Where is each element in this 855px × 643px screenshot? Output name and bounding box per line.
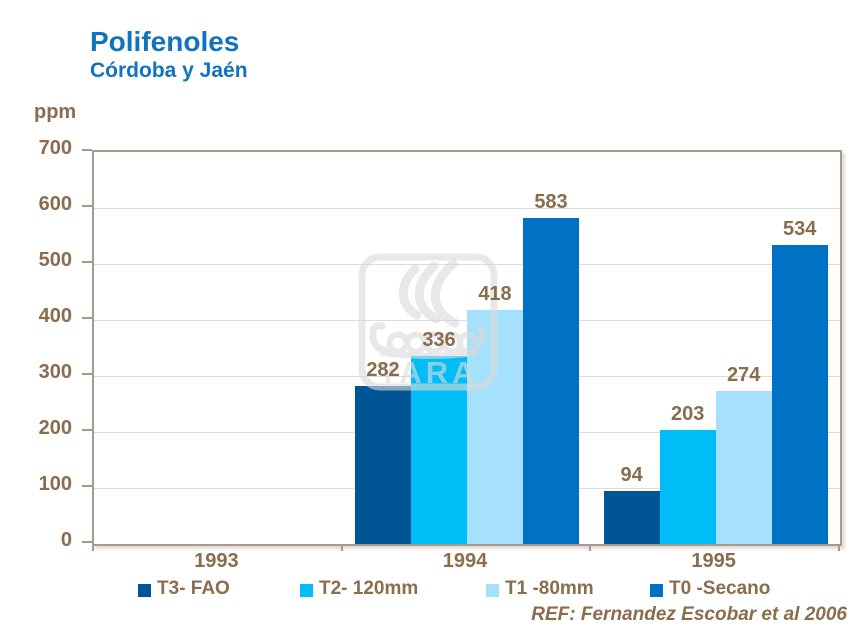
y-tick-mark: [82, 261, 92, 263]
x-tick-mark: [589, 544, 591, 551]
bar-1995-T2120mm: [659, 430, 716, 544]
reference-citation: REF: Fernandez Escobar et al 2006: [531, 604, 847, 625]
y-tick-mark: [82, 429, 92, 431]
legend-swatch: [486, 583, 499, 597]
bar-value-label: 418: [478, 282, 512, 305]
x-tick-label: 1995: [691, 550, 736, 572]
y-tick-label: 700: [38, 137, 72, 159]
x-tick-label: 1993: [194, 550, 239, 572]
bar-1995-T0Secano: [771, 244, 828, 544]
y-tick-mark: [82, 541, 92, 543]
x-tick-mark: [341, 544, 343, 551]
bar-1995-T3FAO: [603, 491, 660, 544]
legend-item-T0Secano: T0 -Secano: [650, 578, 770, 600]
legend-label: T0 -Secano: [669, 578, 771, 599]
legend-item-T2120mm: T2- 120mm: [300, 578, 418, 600]
legend-swatch: [650, 583, 663, 597]
bar-1994-T0Secano: [523, 217, 579, 544]
bar-value-label: 94: [620, 464, 643, 487]
x-tick-mark: [92, 544, 94, 551]
y-tick-mark: [82, 373, 92, 375]
y-tick-mark: [82, 317, 92, 319]
bar-value-label: 274: [726, 363, 761, 386]
bar-1995-T180mm: [715, 390, 772, 544]
y-tick-label: 500: [38, 249, 72, 271]
y-tick-label: 300: [38, 361, 72, 383]
y-axis-unit-label: ppm: [34, 101, 77, 123]
gridline: [94, 208, 840, 209]
bar-1994-T2120mm: [411, 355, 467, 544]
bar-1994-T3FAO: [355, 386, 411, 544]
legend-swatch: [300, 583, 313, 597]
x-tick-mark: [838, 544, 840, 551]
legend-swatch: [138, 583, 151, 597]
bar-value-label: 336: [422, 328, 456, 351]
y-tick-mark: [82, 485, 92, 487]
legend-label: T1 -80mm: [505, 578, 594, 599]
x-tick-label: 1994: [442, 550, 488, 572]
legend-item-T3FAO: T3- FAO: [138, 578, 230, 600]
legend-item-T180mm: T1 -80mm: [486, 578, 594, 600]
legend-label: T3- FAO: [157, 578, 230, 599]
bar-value-label: 282: [366, 359, 400, 382]
y-tick-label: 600: [38, 193, 72, 215]
y-tick-label: 0: [60, 529, 72, 551]
gridline: [94, 264, 840, 265]
y-tick-label: 200: [38, 417, 72, 439]
chart-title: Polifenoles: [90, 26, 240, 57]
plot-area: YARA 282 336 418 583 94 203 274 534: [92, 150, 842, 546]
y-tick-label: 100: [38, 473, 72, 495]
bar-value-label: 534: [782, 217, 817, 240]
y-tick-label: 400: [38, 305, 72, 327]
bar-value-label: 203: [670, 403, 705, 426]
legend-label: T2- 120mm: [319, 578, 419, 599]
y-tick-mark: [82, 205, 92, 207]
y-tick-mark: [82, 149, 92, 151]
chart-subtitle: Córdoba y Jaén: [90, 59, 248, 82]
bar-value-label: 583: [534, 190, 568, 213]
